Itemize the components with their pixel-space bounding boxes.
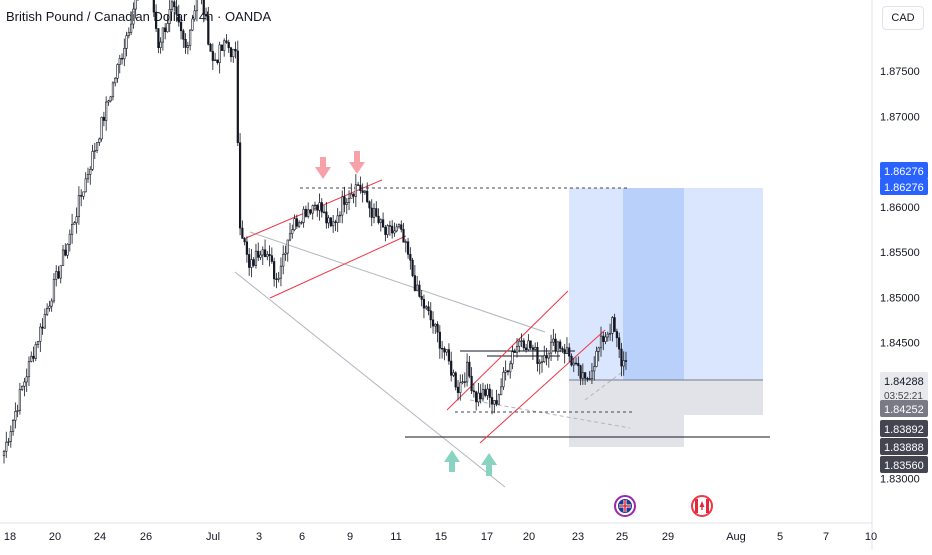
time-tick: 23: [572, 531, 584, 543]
time-tick: 20: [523, 531, 535, 543]
time-tick: 6: [299, 531, 305, 543]
stop-zone[interactable]: [569, 380, 763, 415]
time-tick: 29: [662, 531, 674, 543]
time-tick: 9: [347, 531, 353, 543]
candle: [330, 217, 332, 227]
price-tick: 1.86000: [880, 202, 920, 214]
time-tick: 7: [823, 531, 829, 543]
price-label: 1.86276: [880, 162, 928, 179]
price-label: 1.84252: [880, 400, 928, 417]
price-tick: 1.84500: [880, 338, 920, 350]
candle: [35, 342, 37, 361]
time-tick: 17: [481, 531, 493, 543]
currency-selector[interactable]: CAD: [882, 6, 924, 30]
time-tick: 18: [4, 531, 16, 543]
price-label-text: 1.84288: [884, 376, 924, 388]
time-tick: 20: [49, 531, 61, 543]
chart-title: British Pound / Canadian Dollar · 4h · O…: [6, 9, 271, 24]
time-tick: 24: [94, 531, 106, 543]
candle: [412, 258, 414, 277]
long-position-tool[interactable]: [569, 188, 763, 447]
price-label: 1.83892: [880, 420, 928, 437]
candle: [498, 393, 500, 404]
time-tick: Jul: [206, 531, 220, 543]
time-tick: 15: [435, 531, 447, 543]
candle: [101, 117, 103, 142]
target-zone-active: [623, 188, 684, 380]
price-tick: 1.85500: [880, 247, 920, 259]
time-tick: 5: [777, 531, 783, 543]
price-label-text: 1.83892: [884, 424, 924, 436]
candle: [210, 43, 212, 52]
stop-zone-lower: [569, 415, 684, 447]
uk-flag-icon[interactable]: [615, 496, 635, 516]
price-label: 1.86276: [880, 178, 928, 195]
time-tick: 10: [865, 531, 877, 543]
price-label-text: 1.84252: [884, 404, 924, 416]
canada-flag-icon[interactable]: [692, 496, 712, 516]
price-label-text: 1.83888: [884, 442, 924, 454]
time-tick: 25: [616, 531, 628, 543]
price-label-text: 1.83560: [884, 460, 924, 472]
candle: [237, 41, 239, 146]
price-tick: 1.83000: [880, 473, 920, 485]
time-tick: 26: [140, 531, 152, 543]
price-tick: 1.87500: [880, 66, 920, 78]
price-tick: 1.85000: [880, 292, 920, 304]
price-label: 1.83560: [880, 456, 928, 473]
price-label: 1.83888: [880, 438, 928, 455]
price-tick: 1.87000: [880, 111, 920, 123]
time-tick: 11: [390, 531, 401, 543]
candle: [221, 45, 223, 51]
time-tick: 3: [256, 531, 262, 543]
time-tick: Aug: [726, 531, 746, 543]
candle: [239, 133, 241, 235]
price-label-text: 1.86276: [884, 182, 924, 194]
price-label-text: 1.86276: [884, 166, 924, 178]
